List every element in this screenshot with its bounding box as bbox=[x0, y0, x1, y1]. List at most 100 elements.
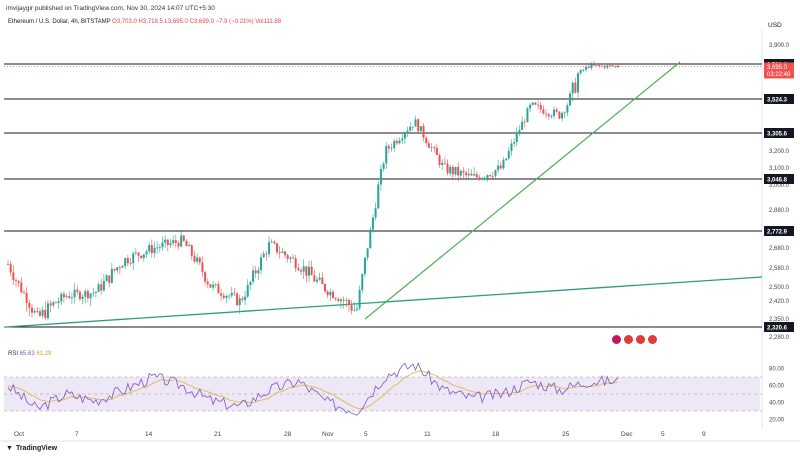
candle-body bbox=[265, 253, 268, 255]
candle-body bbox=[158, 247, 161, 249]
candle-body bbox=[513, 142, 516, 144]
time-tick-label: 5 bbox=[661, 431, 665, 438]
candle-body bbox=[366, 248, 369, 258]
price-tick-label: 2,580.0 bbox=[769, 266, 790, 272]
rsi-tick-label: 20.00 bbox=[769, 418, 785, 424]
candle-body bbox=[286, 255, 289, 259]
price-tick-label: 2,680.0 bbox=[769, 246, 790, 252]
level-price-tag bbox=[764, 128, 794, 138]
rsi-legend: RSI 65.63 61.29 bbox=[8, 351, 51, 357]
price-tick-label: 2,280.0 bbox=[769, 335, 790, 341]
candle-body bbox=[121, 266, 124, 268]
candle-body bbox=[153, 247, 156, 254]
candle-body bbox=[46, 303, 49, 319]
candle-body bbox=[457, 166, 460, 176]
tradingview-logo: ▼ TradingView bbox=[6, 445, 57, 452]
candle-body bbox=[347, 300, 350, 306]
level-price-label: 3,046.8 bbox=[767, 178, 788, 184]
candle-body bbox=[489, 175, 492, 177]
candle-body bbox=[60, 293, 63, 302]
candle-body bbox=[579, 69, 582, 74]
level-price-label: 3,524.3 bbox=[767, 98, 788, 104]
candle-body bbox=[228, 295, 231, 297]
candle-body bbox=[30, 307, 33, 313]
candle-body bbox=[446, 163, 449, 174]
candle-body bbox=[598, 65, 601, 66]
candle-body bbox=[534, 102, 537, 105]
candle-body bbox=[102, 281, 105, 291]
candle-body bbox=[217, 284, 220, 294]
candle-body bbox=[390, 148, 393, 149]
candle-body bbox=[542, 109, 545, 114]
candle-body bbox=[166, 239, 169, 245]
candle-body bbox=[422, 126, 425, 138]
current-price-tag bbox=[764, 62, 794, 79]
candle-body bbox=[9, 264, 12, 273]
candle-body bbox=[116, 267, 119, 271]
candle-body bbox=[252, 270, 255, 282]
candle-body bbox=[539, 104, 542, 110]
candle-body bbox=[497, 165, 500, 171]
time-tick-label: 5 bbox=[364, 431, 368, 438]
candle-body bbox=[393, 140, 396, 149]
time-tick-label: 9 bbox=[702, 431, 706, 438]
ohlc-values: O3,703.0 H3,718.5 L3,695.0 C3,699.0 −7.9… bbox=[112, 19, 254, 25]
candle-body bbox=[241, 298, 244, 300]
time-tick-label: Dec bbox=[621, 431, 633, 438]
candle-body bbox=[419, 126, 422, 132]
candle-body bbox=[406, 130, 409, 134]
rsi-label: RSI bbox=[8, 351, 19, 357]
candle-body bbox=[300, 270, 303, 272]
candle-body bbox=[582, 69, 585, 71]
candle-body bbox=[22, 292, 25, 294]
symbol-legend: Ethereum / U.S. Dollar, 4h, BITSTAMP O3,… bbox=[8, 19, 281, 25]
candle-body bbox=[510, 143, 513, 152]
level-price-label: 2,320.6 bbox=[767, 326, 788, 332]
candle-body bbox=[470, 173, 473, 176]
rsi-value: 65.63 bbox=[19, 351, 35, 357]
candle-body bbox=[156, 247, 159, 249]
candle-body bbox=[502, 160, 505, 169]
candle-body bbox=[270, 241, 273, 243]
candle-body bbox=[601, 65, 604, 67]
current-price-label: 3,695.0 bbox=[767, 65, 788, 71]
brand-text: TradingView bbox=[15, 445, 58, 452]
candle-body bbox=[260, 257, 263, 271]
candle-body bbox=[331, 291, 334, 299]
rsi-tick-label: 80.00 bbox=[769, 367, 785, 373]
candle-body bbox=[246, 285, 249, 297]
candle-body bbox=[414, 119, 417, 127]
candle-body bbox=[92, 292, 95, 294]
flag-icon[interactable] bbox=[624, 335, 633, 344]
publisher-line: imvijaygir published on TradingView.com,… bbox=[6, 5, 215, 12]
candle-body bbox=[25, 292, 28, 303]
candle-body bbox=[161, 242, 164, 248]
flag-icon[interactable] bbox=[648, 335, 657, 344]
candle-body bbox=[188, 245, 191, 247]
candle-body bbox=[531, 102, 534, 105]
candle-body bbox=[244, 296, 247, 300]
candle-body bbox=[238, 298, 241, 306]
candle-body bbox=[518, 130, 521, 133]
candle-body bbox=[409, 126, 412, 131]
symbol-name[interactable]: Ethereum / U.S. Dollar, 4h, BITSTAMP bbox=[8, 19, 111, 25]
candle-body bbox=[323, 284, 326, 292]
event-icons[interactable] bbox=[612, 335, 657, 344]
candle-body bbox=[94, 291, 97, 293]
currency-label: USD bbox=[768, 22, 782, 29]
candle-body bbox=[395, 140, 398, 144]
candle-body bbox=[132, 253, 135, 264]
candle-body bbox=[126, 258, 129, 264]
candle-body bbox=[230, 292, 233, 296]
candle-body bbox=[473, 174, 476, 176]
candle-body bbox=[342, 299, 345, 301]
flag-icon[interactable] bbox=[636, 335, 645, 344]
lightning-icon[interactable] bbox=[612, 335, 621, 344]
candle-body bbox=[321, 277, 324, 285]
candle-body bbox=[563, 112, 566, 114]
price-tick-label: 3,000.0 bbox=[769, 183, 790, 189]
candle-body bbox=[150, 245, 153, 254]
candle-body bbox=[369, 229, 372, 249]
rising-trendline bbox=[364, 61, 681, 320]
